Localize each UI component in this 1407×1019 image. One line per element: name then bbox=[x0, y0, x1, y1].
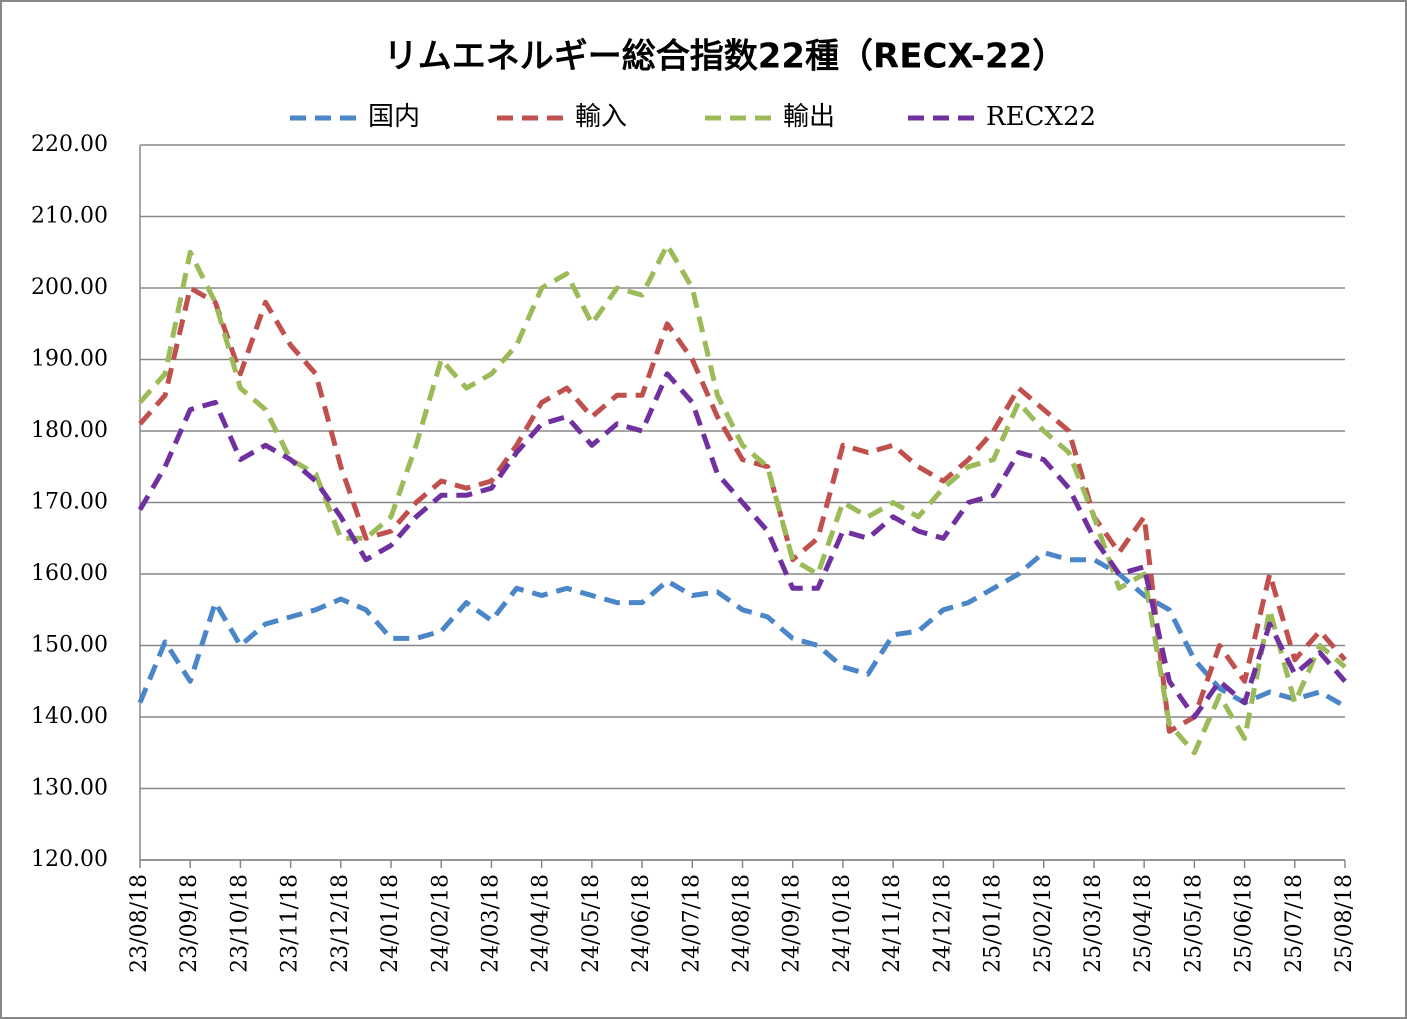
series-line bbox=[138, 285, 1347, 734]
x-tick-label: 25/05/18 bbox=[1181, 874, 1206, 973]
y-tick-label: 150.00 bbox=[31, 633, 108, 658]
y-tick-label: 120.00 bbox=[31, 847, 108, 872]
x-tick-label: 23/08/18 bbox=[127, 874, 152, 973]
x-tick-label: 25/06/18 bbox=[1232, 874, 1257, 973]
y-tick-label: 210.00 bbox=[31, 204, 108, 229]
x-tick-label: 24/12/18 bbox=[930, 874, 955, 973]
legend-label: RECX22 bbox=[986, 102, 1096, 132]
x-tick-label: 25/02/18 bbox=[1031, 874, 1056, 973]
legend-label: 輸入 bbox=[575, 102, 627, 132]
y-tick-label: 190.00 bbox=[31, 347, 108, 372]
chart-title: リムエネルギー総合指数22種（RECX-22） bbox=[384, 37, 1067, 77]
x-tick-label: 24/09/18 bbox=[780, 874, 805, 973]
series-line bbox=[137, 371, 1347, 720]
x-tick-label: 24/08/18 bbox=[730, 874, 755, 973]
x-tick-label: 24/11/18 bbox=[880, 874, 905, 973]
y-tick-label: 220.00 bbox=[31, 132, 108, 157]
x-tick-label: 23/10/18 bbox=[227, 874, 252, 973]
x-tick-label: 24/06/18 bbox=[629, 874, 654, 973]
series-line bbox=[137, 550, 1347, 709]
x-tick-label: 25/01/18 bbox=[981, 874, 1006, 973]
x-tick-label: 25/04/18 bbox=[1131, 874, 1156, 973]
x-tick-label: 23/09/18 bbox=[177, 874, 202, 973]
x-tick-label: 25/08/18 bbox=[1332, 874, 1357, 973]
y-tick-label: 160.00 bbox=[31, 561, 108, 586]
x-tick-label: 25/03/18 bbox=[1081, 874, 1106, 973]
legend-label: 輸出 bbox=[783, 102, 835, 132]
x-tick-label: 24/10/18 bbox=[830, 874, 855, 973]
y-tick-label: 170.00 bbox=[31, 490, 108, 515]
series-line bbox=[138, 242, 1347, 756]
y-tick-label: 180.00 bbox=[31, 418, 108, 443]
x-tick-label: 23/12/18 bbox=[328, 874, 353, 973]
x-tick-label: 24/07/18 bbox=[679, 874, 704, 973]
y-tick-label: 140.00 bbox=[31, 704, 108, 729]
x-tick-label: 24/04/18 bbox=[529, 874, 554, 973]
x-tick-label: 23/11/18 bbox=[278, 874, 303, 973]
y-tick-label: 200.00 bbox=[31, 275, 108, 300]
x-tick-label: 24/01/18 bbox=[378, 874, 403, 973]
x-tick-label: 25/07/18 bbox=[1282, 874, 1307, 973]
x-tick-label: 24/02/18 bbox=[428, 874, 453, 973]
legend-label: 国内 bbox=[368, 102, 420, 132]
x-tick-label: 24/03/18 bbox=[478, 874, 503, 973]
x-tick-label: 24/05/18 bbox=[579, 874, 604, 973]
y-tick-label: 130.00 bbox=[31, 776, 108, 801]
